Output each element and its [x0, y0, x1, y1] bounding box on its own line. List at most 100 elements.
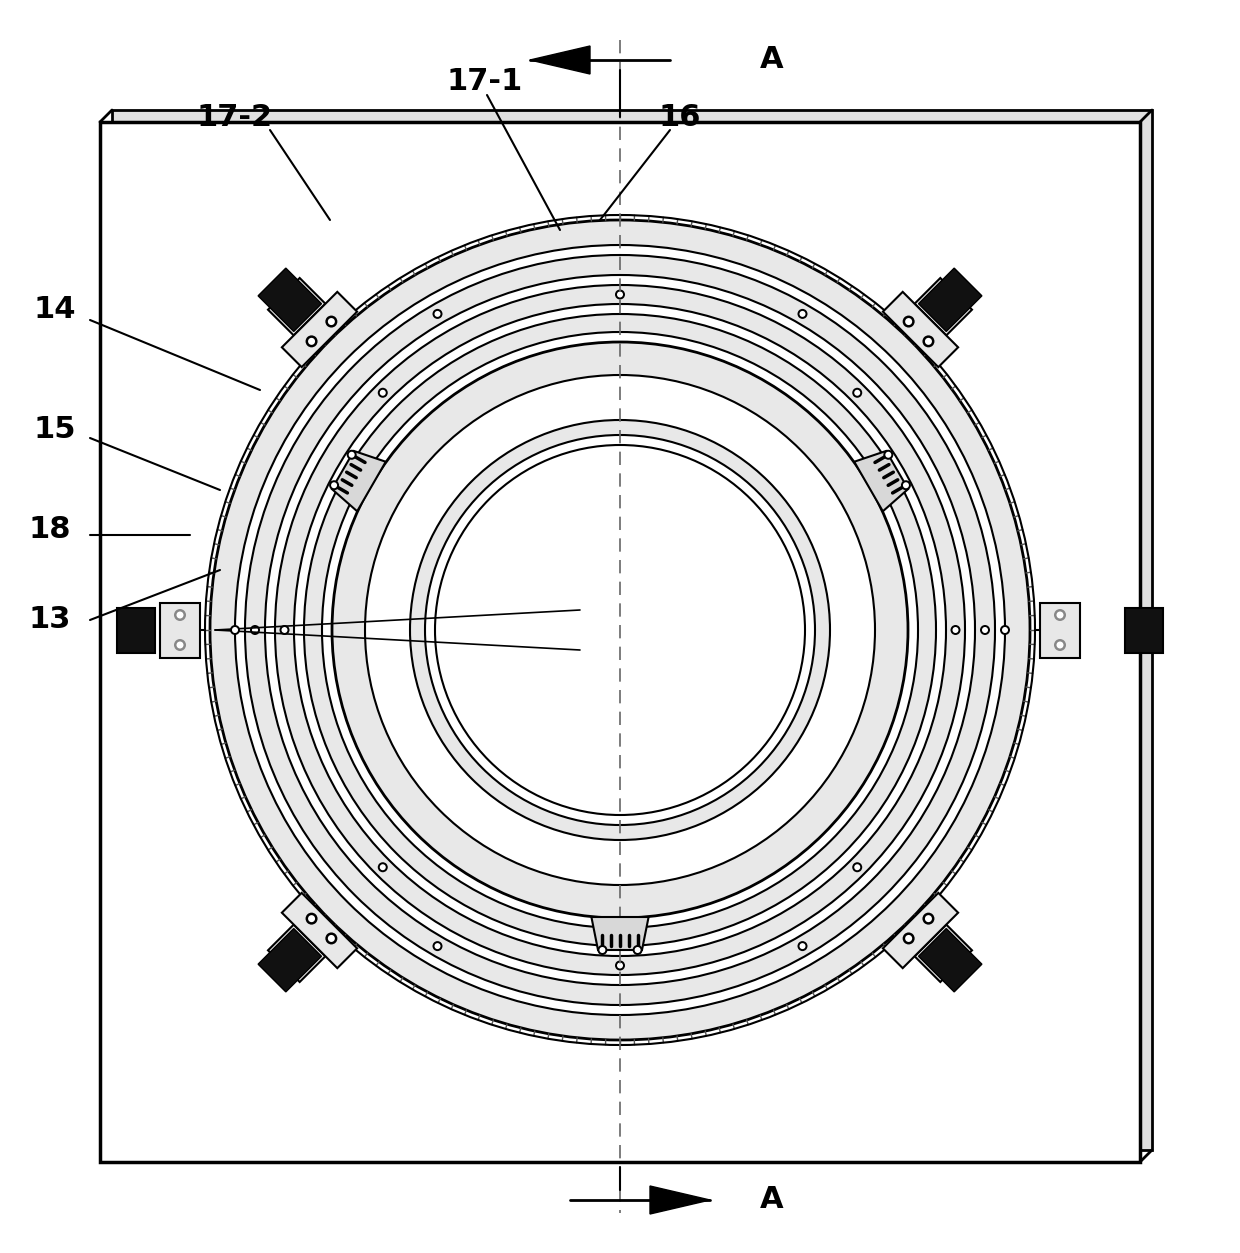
Circle shape — [885, 452, 892, 457]
Polygon shape — [281, 292, 357, 367]
Circle shape — [615, 289, 625, 299]
Circle shape — [174, 639, 186, 652]
Circle shape — [246, 256, 994, 1005]
Circle shape — [797, 941, 807, 951]
Circle shape — [854, 390, 861, 396]
Circle shape — [1054, 609, 1066, 621]
Circle shape — [348, 452, 355, 457]
Circle shape — [854, 865, 861, 871]
Polygon shape — [281, 893, 357, 969]
Bar — [1040, 603, 1080, 658]
Polygon shape — [268, 278, 325, 336]
Circle shape — [923, 912, 935, 925]
Circle shape — [905, 935, 913, 942]
Circle shape — [883, 450, 893, 460]
Text: 14: 14 — [33, 296, 76, 325]
Circle shape — [275, 284, 965, 975]
Circle shape — [305, 912, 317, 925]
Circle shape — [378, 862, 388, 872]
Circle shape — [951, 625, 961, 635]
Circle shape — [410, 420, 830, 840]
Circle shape — [329, 480, 339, 490]
Circle shape — [982, 626, 988, 633]
Polygon shape — [919, 928, 982, 992]
Circle shape — [252, 626, 258, 633]
Circle shape — [322, 332, 918, 928]
Circle shape — [435, 445, 805, 814]
Circle shape — [378, 387, 388, 397]
Circle shape — [425, 435, 815, 824]
Circle shape — [347, 450, 357, 460]
Polygon shape — [258, 928, 321, 992]
Text: A: A — [760, 1185, 784, 1214]
Text: 17-1: 17-1 — [446, 68, 523, 96]
Bar — [1125, 608, 1163, 653]
Circle shape — [925, 915, 932, 922]
Circle shape — [980, 625, 990, 635]
Polygon shape — [883, 893, 959, 969]
Circle shape — [599, 947, 605, 954]
Circle shape — [433, 309, 443, 320]
Polygon shape — [919, 268, 982, 332]
Text: A: A — [760, 45, 784, 74]
Circle shape — [327, 935, 335, 942]
Polygon shape — [915, 278, 972, 336]
Circle shape — [176, 611, 184, 619]
Circle shape — [434, 311, 440, 317]
Circle shape — [800, 944, 806, 949]
Circle shape — [305, 336, 317, 347]
Circle shape — [379, 865, 386, 871]
Polygon shape — [915, 925, 972, 982]
Text: 13: 13 — [29, 605, 71, 634]
Circle shape — [250, 625, 260, 635]
Circle shape — [1002, 626, 1008, 633]
Circle shape — [901, 480, 911, 490]
Circle shape — [379, 390, 386, 396]
Circle shape — [1054, 639, 1066, 652]
Text: 16: 16 — [658, 104, 702, 133]
Circle shape — [174, 609, 186, 621]
Circle shape — [852, 387, 862, 397]
Polygon shape — [591, 917, 649, 950]
Circle shape — [236, 246, 1004, 1015]
Circle shape — [923, 336, 935, 347]
Circle shape — [232, 626, 238, 633]
Polygon shape — [100, 122, 1140, 1162]
Circle shape — [797, 309, 807, 320]
Text: 17-2: 17-2 — [197, 104, 273, 133]
Text: 15: 15 — [33, 416, 76, 445]
Circle shape — [279, 625, 289, 635]
Circle shape — [598, 945, 608, 955]
Circle shape — [265, 274, 975, 985]
Circle shape — [327, 318, 335, 325]
Polygon shape — [268, 925, 325, 982]
Circle shape — [618, 292, 622, 297]
Bar — [117, 608, 155, 653]
Circle shape — [332, 342, 908, 918]
Polygon shape — [112, 110, 1152, 1150]
Circle shape — [304, 315, 936, 946]
Circle shape — [999, 625, 1011, 635]
Circle shape — [925, 338, 932, 345]
Circle shape — [905, 318, 913, 325]
Circle shape — [903, 482, 909, 489]
Bar — [160, 603, 200, 658]
Circle shape — [325, 932, 337, 945]
Polygon shape — [529, 46, 590, 74]
Circle shape — [281, 626, 288, 633]
Circle shape — [903, 316, 915, 327]
Circle shape — [210, 221, 1030, 1040]
Circle shape — [325, 316, 337, 327]
Circle shape — [1056, 611, 1064, 619]
Polygon shape — [883, 292, 959, 367]
Polygon shape — [650, 1187, 711, 1214]
Circle shape — [229, 625, 241, 635]
Polygon shape — [854, 451, 908, 511]
Circle shape — [852, 862, 862, 872]
Circle shape — [1056, 642, 1064, 649]
Circle shape — [434, 944, 440, 949]
Circle shape — [618, 962, 622, 969]
Circle shape — [903, 932, 915, 945]
Circle shape — [952, 626, 959, 633]
Circle shape — [176, 642, 184, 649]
